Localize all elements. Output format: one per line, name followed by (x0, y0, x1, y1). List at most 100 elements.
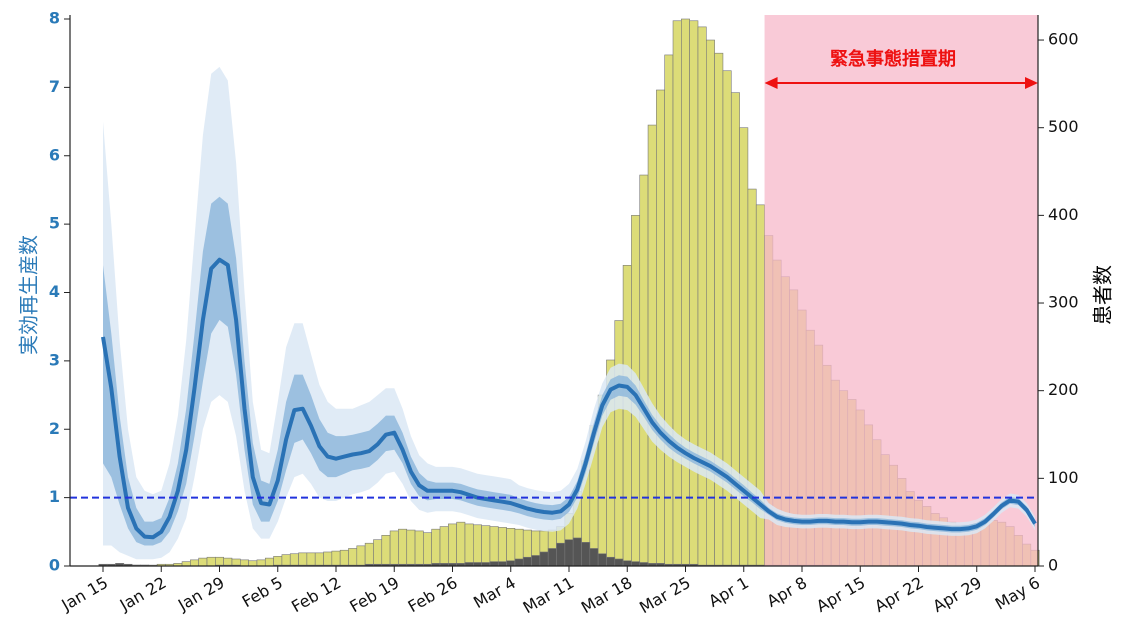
bar (597, 553, 607, 567)
plot-layer: 0 1 2 3 4 5 6 7 8 0 100 200 300 400 500 600 Jan 15 Jan 22… (49, 9, 1079, 618)
bar (706, 39, 715, 567)
bar (439, 526, 449, 567)
bar (406, 529, 416, 567)
x-tick-label: Apr 22 (871, 573, 927, 616)
bar (423, 532, 432, 567)
bar (381, 535, 391, 567)
bar (606, 556, 616, 567)
bar (622, 560, 632, 567)
bar (539, 551, 549, 567)
x-tick-label: Jan 29 (174, 573, 228, 615)
bar (481, 525, 491, 567)
bar (506, 560, 516, 567)
bar (631, 561, 641, 567)
x-tick-label: Apr 29 (929, 573, 985, 616)
bar (489, 526, 499, 567)
bar (456, 521, 466, 567)
bar (364, 542, 374, 567)
x-tick-label: Feb 5 (239, 573, 286, 611)
y-tick-label: 4 (49, 282, 60, 301)
x-tick-label: Feb 26 (405, 573, 461, 616)
x-tick-label: Mar 4 (470, 573, 519, 612)
arrow-head (764, 77, 778, 89)
bar (256, 559, 266, 567)
bar (306, 552, 316, 567)
bar (215, 556, 224, 567)
y2-axis-label: 患者数 (1091, 265, 1115, 325)
bar (697, 26, 707, 567)
bar (664, 54, 674, 567)
bar (639, 174, 649, 567)
bar (581, 542, 591, 567)
bar (339, 549, 349, 567)
bar (514, 558, 524, 567)
bar (223, 557, 233, 567)
x-tick-label: Mar 18 (578, 573, 636, 617)
bar (489, 561, 499, 567)
bar (298, 552, 308, 567)
bar (264, 557, 274, 567)
bar (181, 561, 191, 567)
bar (622, 265, 632, 567)
bar (656, 89, 665, 567)
bar (373, 539, 383, 567)
bar (314, 552, 324, 567)
bar (356, 545, 366, 567)
bar (614, 558, 624, 567)
y2-tick-label: 0 (1048, 556, 1058, 575)
bar (497, 561, 507, 567)
bar (506, 528, 516, 567)
bar (240, 559, 249, 567)
bar (647, 124, 657, 567)
y2-tick-label: 600 (1048, 30, 1079, 49)
bar (464, 523, 474, 567)
bar (248, 560, 258, 567)
bar (281, 554, 291, 567)
y-tick-label: 8 (49, 9, 60, 28)
bar (564, 539, 574, 567)
x-tick-label: Feb 12 (288, 573, 344, 616)
bar (714, 52, 724, 567)
bar (547, 548, 557, 567)
x-tick-label: Mar 11 (520, 573, 578, 617)
bar (348, 548, 358, 567)
x-tick-label: Apr 1 (705, 573, 752, 611)
bar (448, 523, 457, 567)
bar (414, 530, 424, 567)
x-tick-label: Mar 25 (636, 573, 694, 617)
annotation: 緊急事態措置期 (830, 48, 956, 70)
bar (473, 524, 482, 567)
x-tick-label: Jan 22 (116, 573, 170, 615)
x-tick-label: May 6 (992, 573, 1043, 614)
bar (198, 557, 208, 567)
bar (689, 20, 699, 567)
y-tick-label: 5 (49, 214, 60, 233)
y2-tick-label: 400 (1048, 205, 1079, 224)
y2-tick-label: 500 (1048, 117, 1079, 136)
arrow-head (1025, 77, 1038, 89)
y-tick-label: 3 (49, 350, 60, 369)
bar (323, 551, 333, 567)
bar (273, 556, 283, 567)
y2-tick-label: 100 (1048, 468, 1079, 487)
y-tick-label: 2 (49, 419, 60, 438)
y2-tick-label: 200 (1048, 380, 1079, 399)
x-tick-label: Jan 15 (57, 573, 111, 615)
y-tick-label: 6 (49, 145, 60, 164)
x-tick-label: Apr 15 (813, 573, 869, 616)
bar (398, 528, 408, 567)
bar (389, 530, 399, 567)
bar (497, 527, 507, 567)
y-axis-label: 実効再生産数 (17, 235, 41, 355)
bar (190, 559, 199, 567)
bar (331, 550, 341, 567)
bar (531, 555, 541, 567)
bar (681, 18, 690, 567)
bar (556, 542, 566, 567)
shaded-period (764, 15, 1038, 566)
bar (289, 553, 299, 567)
y-tick-label: 0 (49, 556, 60, 575)
bar (614, 320, 624, 567)
x-tick-label: Feb 19 (346, 573, 402, 616)
bar (672, 20, 682, 567)
